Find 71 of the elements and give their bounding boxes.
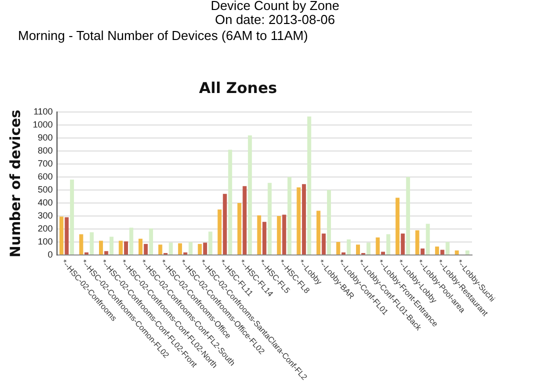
bar: [70, 180, 74, 254]
y-tick-label: 600: [38, 171, 53, 182]
bar: [118, 240, 123, 254]
bar: [242, 186, 247, 254]
bar: [262, 222, 266, 254]
bar: [188, 242, 193, 254]
bar: [296, 187, 301, 254]
bar: [144, 244, 148, 254]
bar: [99, 240, 103, 254]
bar: [178, 243, 182, 254]
bar: [282, 214, 286, 254]
bar: [257, 215, 262, 254]
y-tick-label: 800: [38, 145, 53, 156]
bar: [104, 251, 108, 254]
bar: [198, 244, 202, 254]
bar: [222, 194, 227, 254]
chart-title: All Zones: [198, 78, 278, 97]
bar: [208, 232, 212, 254]
bar: [435, 246, 440, 254]
bar: [237, 203, 242, 254]
bar: [440, 250, 444, 254]
bar: [415, 230, 420, 254]
bar: [79, 234, 84, 254]
bar: [356, 244, 360, 254]
bar: [138, 238, 142, 254]
bar: [446, 242, 450, 254]
bar: [124, 241, 128, 254]
bar: [203, 242, 208, 254]
text: On date: 2013-08-06: [214, 12, 336, 27]
bar: [420, 248, 425, 254]
bar: [218, 210, 222, 254]
bar: [287, 177, 292, 254]
y-tick-label: 300: [38, 210, 53, 220]
y-tick-label: 1000: [32, 119, 53, 130]
bar: [336, 242, 340, 254]
bar: [366, 242, 371, 254]
bar: [276, 216, 281, 254]
bar: [396, 198, 400, 254]
y-tick-label: 0: [48, 249, 53, 260]
y-tick-label: 900: [38, 132, 53, 142]
bar: [327, 190, 331, 254]
bar: [59, 216, 64, 254]
bar: [228, 150, 232, 254]
bar: [307, 116, 312, 254]
bar: [400, 234, 405, 254]
bar: [454, 250, 459, 254]
bar: [64, 217, 69, 254]
y-tick-label: 700: [38, 158, 53, 168]
bar: [322, 234, 326, 254]
y-tick-label: 1100: [33, 106, 53, 116]
bar: [158, 244, 162, 254]
bar: [149, 228, 154, 254]
bar: [110, 236, 114, 254]
bar: [302, 184, 306, 254]
text: Device Count by Zone: [210, 0, 340, 13]
y-tick-label: 100: [38, 236, 53, 246]
y-tick-label: 500: [38, 184, 53, 194]
bar: [316, 210, 320, 254]
bar: [248, 135, 252, 254]
y-axis-title: Number of devices: [8, 110, 24, 258]
bar: [406, 177, 410, 254]
bar: [129, 228, 134, 254]
bar: [168, 242, 173, 254]
bar: [268, 182, 272, 254]
bar: [386, 234, 390, 254]
y-tick-label: 200: [38, 223, 53, 234]
bar: [465, 250, 470, 254]
y-tick-label: 400: [38, 197, 53, 208]
bar: [426, 224, 430, 254]
bar: [381, 252, 386, 254]
text: Morning - Total Number of Devices (6AM to 11AM): [18, 28, 308, 43]
